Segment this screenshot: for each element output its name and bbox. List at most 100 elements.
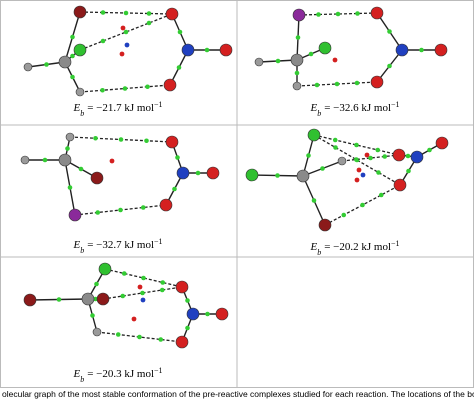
caption: olecular graph of the most stable confor… — [2, 389, 474, 399]
atom — [215, 307, 229, 321]
bond-critical-point — [137, 334, 142, 340]
atom — [245, 168, 259, 182]
bond-critical-point — [42, 157, 48, 163]
noncovalent-path — [313, 134, 401, 186]
label-subscript: b — [80, 375, 84, 384]
bond-critical-point — [376, 170, 381, 175]
bond-critical-point — [316, 12, 321, 17]
atom — [175, 280, 189, 294]
bond-critical-point — [177, 29, 183, 35]
bond-critical-point — [44, 62, 49, 67]
atom — [410, 150, 424, 164]
bond-critical-point — [341, 212, 347, 218]
ring-critical-point — [137, 284, 143, 290]
bond-critical-point — [382, 154, 388, 159]
bond-critical-point — [333, 145, 338, 150]
bond-critical-point — [306, 153, 311, 158]
binding-energy-label: Eb = −21.7 kJ mol−1 — [72, 100, 162, 118]
bond-critical-point — [175, 155, 180, 160]
noncovalent-path — [341, 154, 400, 162]
bond-critical-point — [172, 186, 177, 192]
bond-critical-point — [65, 146, 70, 151]
bond-critical-point — [387, 63, 392, 69]
molecular-graph: Eb = −32.7 kJ mol−1 — [20, 132, 220, 255]
atom — [395, 43, 409, 57]
label-symbol: E — [72, 239, 80, 251]
molecules: Eb = −21.7 kJ mol−1 Eb = −32.6 kJ mol−1Eb = … — [20, 5, 449, 384]
atom — [318, 41, 332, 55]
bond-critical-point — [419, 47, 424, 53]
bond-critical-point — [204, 47, 210, 53]
bond-critical-point — [275, 173, 280, 178]
bond-critical-point — [78, 166, 84, 172]
atom — [292, 8, 306, 22]
atom — [318, 218, 332, 232]
noncovalent-path — [298, 12, 378, 16]
atom — [393, 178, 407, 192]
ring-critical-point — [360, 172, 366, 178]
bond-critical-point — [120, 293, 126, 299]
ring-critical-point — [120, 25, 126, 31]
bond-critical-point — [176, 65, 182, 70]
bond-critical-point — [140, 205, 146, 210]
bond-critical-point — [335, 11, 341, 17]
bond-critical-point — [332, 137, 338, 143]
bond-critical-point — [122, 86, 128, 91]
bond-critical-point — [144, 138, 149, 144]
label-subscript: b — [80, 246, 84, 255]
atom — [392, 148, 406, 162]
atom — [90, 171, 104, 185]
label-symbol: E — [72, 102, 80, 114]
bond-critical-point — [70, 74, 75, 80]
ring-critical-point — [140, 297, 146, 303]
atom — [92, 327, 102, 337]
bond-critical-point — [140, 290, 145, 296]
atom — [58, 55, 72, 69]
atom — [68, 208, 82, 222]
bond-critical-point — [387, 29, 392, 34]
bond-critical-point — [100, 38, 106, 44]
ring-critical-point — [109, 158, 115, 164]
atom — [181, 43, 195, 57]
bond-critical-point — [354, 80, 360, 86]
bond-critical-point — [118, 137, 124, 142]
label-text: = −32.7 kJ mol — [87, 239, 154, 251]
label-text: = −21.7 kJ mol — [87, 102, 154, 114]
bond-critical-point — [123, 10, 129, 16]
label-text: = −20.3 kJ mol — [87, 368, 154, 380]
atom — [163, 78, 177, 92]
label-superscript: −1 — [154, 237, 163, 246]
bond-critical-point — [93, 296, 98, 302]
atom — [370, 75, 384, 89]
molecular-graph: Eb = −20.3 kJ mol−1 — [23, 262, 229, 384]
bond-critical-point — [90, 313, 95, 318]
atom — [81, 292, 95, 306]
binding-energy-label: Eb = −20.3 kJ mol−1 — [72, 366, 162, 384]
ring-critical-point — [131, 316, 137, 322]
bond-critical-point — [93, 135, 98, 141]
binding-energy-label: Eb = −32.7 kJ mol−1 — [72, 237, 162, 255]
binding-energy-label: Eb = −20.2 kJ mol−1 — [309, 239, 399, 257]
atom — [206, 166, 220, 180]
atom — [23, 62, 33, 72]
bond-critical-point — [355, 11, 360, 16]
bond-critical-point — [360, 202, 365, 208]
label-superscript: −1 — [391, 239, 400, 248]
molecular-graph: Eb = −20.2 kJ mol−1 — [245, 128, 449, 257]
atom — [175, 335, 189, 349]
bond-critical-point — [145, 84, 150, 90]
bond-critical-point — [146, 11, 152, 16]
atom — [58, 153, 72, 167]
atom — [20, 155, 30, 165]
bond-critical-point — [118, 207, 123, 213]
atom — [165, 7, 179, 21]
bond-critical-point — [320, 166, 325, 171]
bond-critical-point — [70, 53, 75, 59]
bond-critical-point — [334, 81, 340, 87]
bond-critical-point — [185, 298, 190, 303]
label-superscript: −1 — [154, 100, 163, 109]
label-symbol: E — [309, 102, 317, 114]
bond-critical-point — [314, 82, 320, 88]
bond-critical-point — [375, 147, 381, 153]
